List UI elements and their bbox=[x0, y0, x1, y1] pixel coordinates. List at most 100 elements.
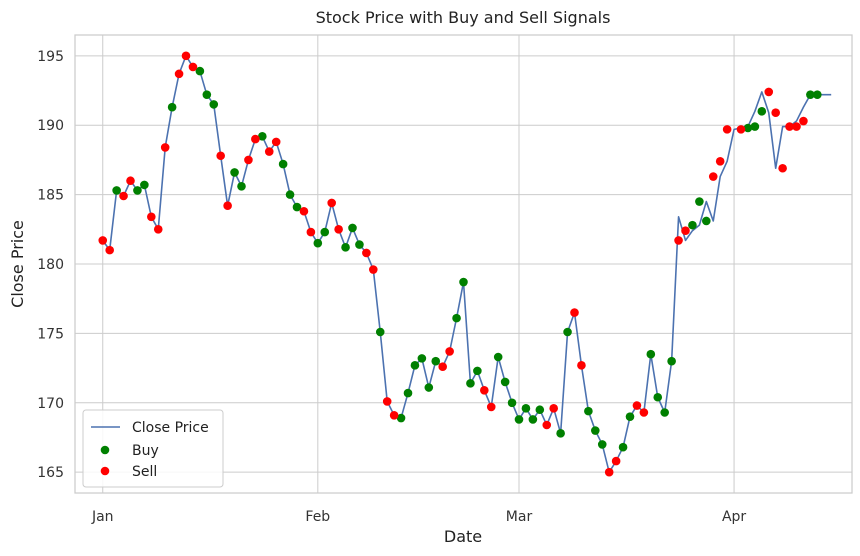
buy-signal-point bbox=[417, 354, 427, 363]
sell-signal-point bbox=[188, 62, 198, 72]
sell-signal-point bbox=[299, 206, 309, 216]
sell-signal-point bbox=[764, 87, 774, 97]
buy-signal-point bbox=[806, 90, 815, 99]
sell-signal-point bbox=[486, 402, 496, 412]
buy-signal-point bbox=[452, 313, 461, 323]
sell-signal-point bbox=[174, 69, 184, 79]
sell-signal-point bbox=[674, 236, 683, 245]
buy-signal-point bbox=[757, 107, 767, 116]
buy-signal-point bbox=[195, 66, 205, 76]
buy-signal-point bbox=[493, 352, 503, 362]
buy-signal-point bbox=[285, 190, 295, 199]
sell-signal-point bbox=[799, 116, 808, 126]
grid-lines bbox=[75, 35, 852, 493]
sell-signal-point bbox=[570, 308, 579, 317]
buy-signal-point bbox=[278, 159, 288, 169]
buy-signal-point bbox=[466, 379, 475, 388]
sell-signal-point bbox=[382, 397, 392, 406]
buy-signal-point bbox=[528, 415, 538, 424]
sell-signal-point bbox=[251, 134, 260, 144]
sell-signal-point bbox=[639, 408, 649, 417]
buy-signal-point bbox=[133, 186, 142, 195]
buy-signal-point bbox=[556, 429, 565, 438]
sell-signal-point bbox=[306, 227, 316, 237]
buy-signal-point bbox=[473, 366, 482, 376]
buy-signal-point bbox=[813, 90, 822, 99]
legend-box bbox=[82, 409, 224, 488]
sell-signal-point bbox=[264, 147, 274, 156]
buy-signal-point bbox=[563, 327, 572, 337]
buy-signal-point bbox=[355, 240, 364, 249]
sell-signal-point bbox=[369, 265, 378, 274]
sell-signal-point bbox=[119, 191, 128, 201]
sell-signal-point bbox=[389, 410, 399, 420]
buy-signal-point bbox=[521, 404, 531, 413]
y-axis-title: Close Price bbox=[8, 220, 27, 308]
legend: Close Price Buy Sell bbox=[82, 409, 224, 488]
sell-signal-point bbox=[604, 467, 614, 477]
buy-signal-point bbox=[702, 216, 711, 226]
sell-signal-point bbox=[334, 225, 343, 234]
sell-signal-point bbox=[549, 404, 558, 413]
plot-frame bbox=[74, 34, 853, 494]
sell-signal-point bbox=[216, 151, 225, 161]
buy-signal-point bbox=[375, 327, 385, 337]
buy-signal-point bbox=[258, 132, 267, 141]
sell-signal-point bbox=[577, 361, 586, 370]
buy-signal-point bbox=[667, 356, 676, 366]
buy-signal-point bbox=[140, 180, 149, 190]
buy-signal-point bbox=[507, 398, 517, 408]
legend-label-buy: Buy bbox=[132, 443, 159, 459]
y-tick-label: 165 bbox=[37, 465, 64, 481]
buy-signal-point bbox=[584, 406, 593, 416]
buy-signal-point bbox=[500, 377, 510, 387]
buy-signal-point bbox=[396, 413, 406, 423]
sell-signal-point bbox=[792, 122, 801, 131]
x-tick-label: Jan bbox=[91, 509, 114, 525]
buy-signal-point bbox=[743, 123, 753, 133]
buy-signal-point bbox=[597, 440, 607, 449]
sell-signal-point bbox=[785, 122, 794, 131]
buy-signal-point bbox=[750, 122, 760, 131]
sell-signal-point bbox=[542, 420, 552, 430]
buy-signal-point bbox=[688, 220, 697, 230]
sell-signal-point bbox=[771, 108, 780, 118]
buy-signal-point bbox=[341, 243, 350, 252]
sell-signal-point bbox=[160, 143, 170, 152]
sell-signal-point bbox=[327, 198, 336, 208]
x-tick-label: Feb bbox=[305, 509, 330, 525]
sell-signal-point bbox=[126, 176, 135, 186]
sell-signal-point bbox=[181, 51, 191, 61]
sell-signal-point bbox=[147, 212, 156, 222]
buy-signal-point bbox=[695, 197, 704, 206]
sell-signal-point bbox=[223, 201, 232, 211]
y-axis-ticks: 165 170 175 180 185 190 195 bbox=[37, 49, 64, 481]
buy-signal-point bbox=[313, 238, 323, 248]
buy-signal-point bbox=[237, 181, 246, 191]
sell-signal-point bbox=[244, 155, 253, 165]
sell-signal-point bbox=[445, 347, 454, 356]
y-tick-label: 175 bbox=[37, 326, 64, 342]
buy-signal-point bbox=[618, 442, 628, 452]
sell-signal-point bbox=[681, 226, 690, 235]
signal-markers bbox=[98, 51, 822, 477]
buy-signal-point bbox=[410, 361, 420, 370]
legend-label-sell: Sell bbox=[132, 464, 157, 480]
buy-signal-point bbox=[591, 426, 600, 435]
buy-signal-point bbox=[348, 223, 357, 233]
close-price-line bbox=[102, 55, 832, 473]
buy-signal-point bbox=[320, 227, 330, 237]
buy-signal-point bbox=[167, 102, 177, 112]
x-tick-label: Mar bbox=[506, 509, 533, 525]
y-tick-label: 170 bbox=[37, 396, 64, 412]
x-axis-title: Date bbox=[444, 527, 482, 546]
buy-signal-point bbox=[660, 408, 669, 417]
sell-signal-point bbox=[722, 125, 732, 134]
price-line-layer bbox=[102, 55, 832, 473]
x-axis-ticks: Jan Feb Mar Apr bbox=[91, 509, 746, 525]
buy-signal-point bbox=[202, 90, 212, 99]
sell-signal-point bbox=[438, 362, 447, 372]
buy-signal-point bbox=[230, 168, 239, 177]
sell-signal-point bbox=[98, 236, 108, 245]
